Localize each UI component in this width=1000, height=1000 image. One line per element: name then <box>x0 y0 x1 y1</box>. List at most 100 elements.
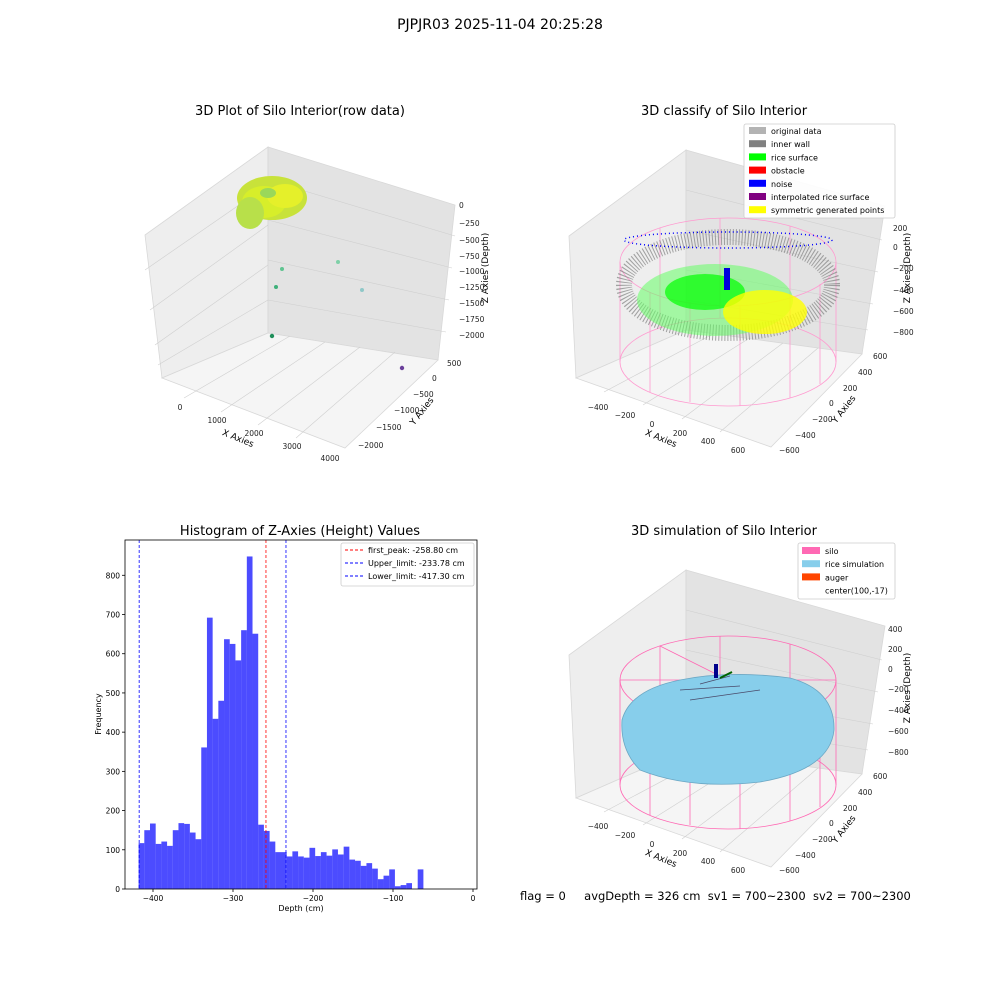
histogram-bar <box>218 700 225 889</box>
raw-ztick: −750 <box>459 252 480 261</box>
simulation-plot-title: 3D simulation of Silo Interior <box>631 524 817 539</box>
svg-text:200: 200 <box>893 224 908 233</box>
histogram-y-tick-label: 100 <box>106 846 121 855</box>
histogram-bar <box>355 860 361 889</box>
histogram-bar <box>138 843 145 889</box>
svg-text:400: 400 <box>701 437 716 446</box>
simulation-status-line: flag = 0 avgDepth = 326 cm sv1 = 700~230… <box>520 889 911 903</box>
histogram-bar <box>144 830 150 889</box>
avg-depth-value: avgDepth = 326 cm <box>584 889 701 903</box>
simulation-auger <box>714 664 718 678</box>
histogram-bar <box>224 639 230 889</box>
histogram-bar <box>184 823 190 889</box>
histogram-bar <box>178 823 185 889</box>
histogram-bar <box>349 859 356 889</box>
histogram-y-tick-label: 400 <box>106 728 121 737</box>
svg-text:600: 600 <box>873 352 888 361</box>
svg-text:600: 600 <box>873 772 888 781</box>
raw-xtick: 1000 <box>207 416 226 425</box>
legend-label: center(100,-17) <box>825 587 888 596</box>
raw-xtick: 3000 <box>282 442 301 451</box>
raw-xtick: 0 <box>178 403 183 412</box>
legend-swatch <box>749 166 766 174</box>
histogram-xlabel: Depth (cm) <box>278 904 323 913</box>
simulation-legend: silo rice simulation auger center(100,-17) <box>797 542 896 600</box>
svg-text:−200: −200 <box>812 415 833 424</box>
histogram-bar <box>246 556 253 889</box>
histogram-y-tick-label: 300 <box>106 767 121 776</box>
sv1-value: sv1 = 700~2300 <box>707 889 806 903</box>
legend-label: original data <box>771 127 822 136</box>
legend-swatch <box>749 193 766 200</box>
legend-swatch <box>749 127 766 134</box>
classify-symmetric-points <box>723 290 807 334</box>
raw-pane-floor <box>160 332 439 449</box>
raw-ztick: −500 <box>459 236 480 245</box>
histogram-bar <box>372 868 378 889</box>
svg-text:400: 400 <box>858 368 873 377</box>
histogram-bar <box>292 851 299 889</box>
classify-noise-ring <box>623 231 833 249</box>
histogram-legend: first_peak: -258.80 cm Upper_limit: -233.… <box>340 542 475 587</box>
histogram-bar <box>235 660 242 889</box>
histogram-x-tick-label: −100 <box>383 894 404 903</box>
svg-text:0: 0 <box>829 819 834 828</box>
histogram-bar <box>309 847 316 889</box>
histogram-legend-label: Lower_limit: -417.30 cm <box>368 572 465 581</box>
histogram-bar <box>195 839 202 889</box>
histogram-reference-lines <box>138 540 287 889</box>
histogram-frame <box>124 539 478 890</box>
raw-xtick: 4000 <box>320 454 339 463</box>
histogram-bar <box>343 846 350 889</box>
histogram-bar <box>229 643 236 889</box>
svg-text:200: 200 <box>673 849 688 858</box>
histogram-bar <box>326 855 333 889</box>
histogram-y-tick-label: 800 <box>106 571 121 580</box>
histogram-bar <box>417 869 424 889</box>
histogram-x-tick-label: −300 <box>223 894 244 903</box>
svg-text:0: 0 <box>650 420 655 429</box>
raw-ztick: −1000 <box>459 267 485 276</box>
histogram-y-tick-label: 500 <box>106 689 121 698</box>
raw-ztick: −1750 <box>459 315 485 324</box>
raw-outliers <box>269 260 405 371</box>
legend-swatch <box>802 547 820 554</box>
raw-ztick: −1250 <box>459 283 485 292</box>
histogram-y-tick-label: 700 <box>106 611 121 620</box>
svg-text:−400: −400 <box>888 706 909 715</box>
svg-text:−600: −600 <box>779 446 800 455</box>
histogram-bar <box>167 845 173 889</box>
svg-text:0: 0 <box>888 665 893 674</box>
histogram-bar <box>320 852 327 889</box>
histogram-bar <box>281 852 287 889</box>
svg-text:400: 400 <box>701 857 716 866</box>
legend-label: auger <box>825 573 849 582</box>
histogram-bar <box>332 849 338 889</box>
legend-label: inner wall <box>771 140 810 149</box>
classify-noise-cluster <box>724 268 730 290</box>
histogram-x-ticks: −400 −300 −200 −100 0 <box>143 889 476 903</box>
histogram-bar <box>337 854 344 889</box>
histogram-bar <box>241 630 247 889</box>
svg-text:−400: −400 <box>588 822 609 831</box>
histogram-bar <box>315 856 321 889</box>
histogram-bar <box>298 856 304 889</box>
raw-ytick: −1000 <box>394 406 420 415</box>
histogram-bar <box>389 869 395 889</box>
histogram-bar <box>201 747 207 889</box>
raw-ytick: 0 <box>432 374 437 383</box>
legend-label: obstacle <box>771 167 805 176</box>
raw-grid <box>144 179 456 439</box>
histogram-ylabel: Frequency <box>94 693 103 735</box>
histogram-x-tick-label: −200 <box>303 894 324 903</box>
histogram-bar <box>206 617 213 889</box>
histogram-bar <box>394 886 401 889</box>
svg-text:200: 200 <box>843 804 858 813</box>
histogram-legend-label: first_peak: -258.80 cm <box>368 546 458 555</box>
histogram-bar <box>303 857 310 889</box>
histogram-bar <box>155 843 162 889</box>
svg-text:−800: −800 <box>888 748 909 757</box>
histogram-y-tick-label: 0 <box>115 885 120 894</box>
